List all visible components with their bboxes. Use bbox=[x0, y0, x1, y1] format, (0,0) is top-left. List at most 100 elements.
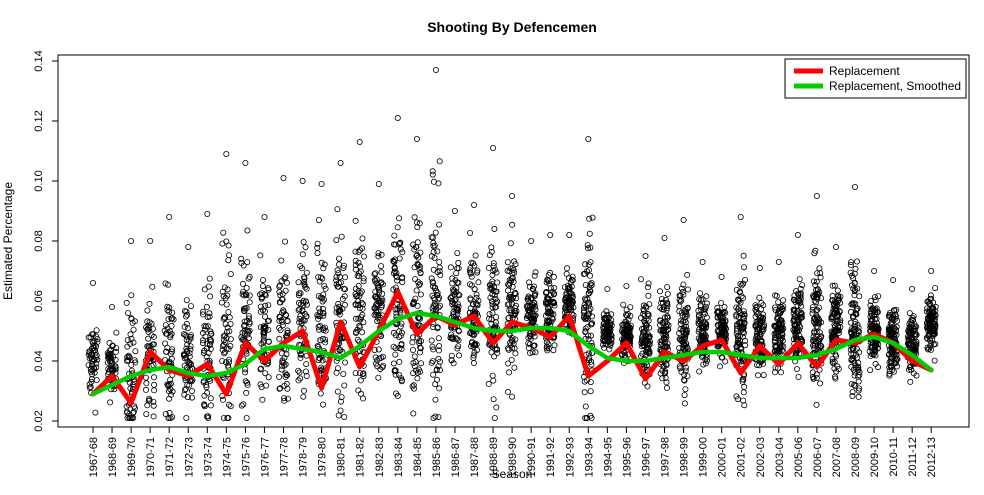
scatter-point bbox=[855, 327, 862, 334]
scatter-point bbox=[532, 290, 539, 297]
scatter-point bbox=[257, 381, 264, 388]
scatter-point bbox=[377, 263, 384, 270]
scatter-point bbox=[394, 224, 401, 231]
scatter-point bbox=[755, 372, 762, 379]
scatter-point bbox=[719, 310, 726, 317]
scatter-point bbox=[871, 320, 878, 327]
scatter-point bbox=[664, 290, 671, 297]
scatter-point bbox=[829, 313, 836, 320]
scatter-point bbox=[358, 299, 365, 306]
scatter-point bbox=[848, 259, 855, 266]
scatter-point bbox=[396, 333, 403, 340]
scatter-point bbox=[601, 344, 608, 351]
scatter-point bbox=[302, 244, 309, 251]
scatter-point bbox=[416, 220, 423, 227]
scatter-point bbox=[797, 285, 804, 292]
scatter-point bbox=[738, 293, 745, 300]
scatter-point bbox=[544, 299, 551, 306]
scatter-point bbox=[603, 308, 610, 315]
x-tick-label: 2006-07 bbox=[812, 437, 824, 477]
scatter-point bbox=[829, 309, 836, 316]
scatter-point bbox=[620, 329, 627, 336]
scatter-point bbox=[90, 365, 97, 372]
scatter-point bbox=[855, 378, 862, 385]
scatter-point bbox=[487, 285, 494, 292]
scatter-point bbox=[778, 320, 785, 327]
scatter-point bbox=[376, 287, 383, 294]
scatter-point bbox=[931, 357, 938, 364]
scatter-point bbox=[780, 303, 787, 310]
scatter-point bbox=[163, 348, 170, 355]
x-tick-label: 2008-09 bbox=[850, 437, 862, 477]
scatter-point bbox=[662, 374, 669, 381]
scatter-point bbox=[813, 401, 820, 408]
scatter-point bbox=[335, 270, 342, 277]
scatter-point bbox=[737, 309, 744, 316]
scatter-point bbox=[390, 241, 397, 248]
scatter-point bbox=[907, 344, 914, 351]
scatter-point bbox=[334, 365, 341, 372]
scatter-point bbox=[257, 366, 264, 373]
scatter-points bbox=[85, 67, 939, 421]
scatter-point bbox=[888, 355, 895, 362]
scatter-point bbox=[926, 324, 933, 331]
scatter-point bbox=[187, 343, 194, 350]
scatter-point bbox=[429, 171, 436, 178]
x-tick-label: 1985-86 bbox=[431, 437, 443, 477]
scatter-point bbox=[378, 251, 385, 258]
scatter-point bbox=[849, 388, 856, 395]
scatter-point bbox=[335, 412, 342, 419]
scatter-point bbox=[392, 351, 399, 358]
scatter-point bbox=[701, 306, 708, 313]
scatter-point bbox=[371, 347, 378, 354]
scatter-point bbox=[337, 398, 344, 405]
scatter-point bbox=[832, 303, 839, 310]
scatter-point-max bbox=[794, 231, 801, 238]
scatter-point bbox=[124, 408, 131, 415]
scatter-point bbox=[431, 296, 438, 303]
x-tick-label: 1993-94 bbox=[583, 437, 595, 477]
scatter-point bbox=[279, 322, 286, 329]
scatter-point bbox=[130, 414, 137, 421]
scatter-point bbox=[811, 315, 818, 322]
scatter-point bbox=[435, 347, 442, 354]
scatter-point bbox=[265, 374, 272, 381]
scatter-point bbox=[243, 284, 250, 291]
scatter-point-max bbox=[547, 231, 554, 238]
scatter-point bbox=[718, 328, 725, 335]
scatter-point bbox=[244, 259, 251, 266]
scatter-point bbox=[867, 367, 874, 374]
scatter-point bbox=[398, 345, 405, 352]
scatter-point bbox=[543, 279, 550, 286]
scatter-point bbox=[393, 310, 400, 317]
scatter-point bbox=[448, 357, 455, 364]
scatter-point bbox=[397, 246, 404, 253]
scatter-point bbox=[513, 295, 520, 302]
scatter-point bbox=[92, 409, 99, 416]
scatter-point bbox=[342, 359, 349, 366]
x-tick-label: 2001-02 bbox=[736, 437, 748, 477]
scatter-point bbox=[682, 364, 689, 371]
scatter-point bbox=[511, 258, 518, 265]
scatter-point bbox=[551, 342, 558, 349]
scatter-point bbox=[585, 290, 592, 297]
scatter-point bbox=[697, 290, 704, 297]
scatter-point bbox=[182, 313, 189, 320]
scatter-point bbox=[219, 357, 226, 364]
scatter-point bbox=[315, 312, 322, 319]
x-tick-label: 1978-79 bbox=[298, 437, 310, 477]
scatter-point bbox=[494, 349, 501, 356]
scatter-point bbox=[92, 349, 99, 356]
scatter-point bbox=[246, 319, 253, 326]
scatter-point-max bbox=[509, 192, 516, 199]
scatter-point bbox=[490, 396, 497, 403]
scatter-point-max bbox=[128, 237, 135, 244]
scatter-point bbox=[872, 309, 879, 316]
scatter-point bbox=[429, 168, 436, 175]
scatter-point bbox=[89, 371, 96, 378]
scatter-point bbox=[164, 344, 171, 351]
scatter-point bbox=[491, 414, 498, 421]
scatter-point bbox=[645, 280, 652, 287]
scatter-point bbox=[604, 322, 611, 329]
scatter-point bbox=[260, 334, 267, 341]
